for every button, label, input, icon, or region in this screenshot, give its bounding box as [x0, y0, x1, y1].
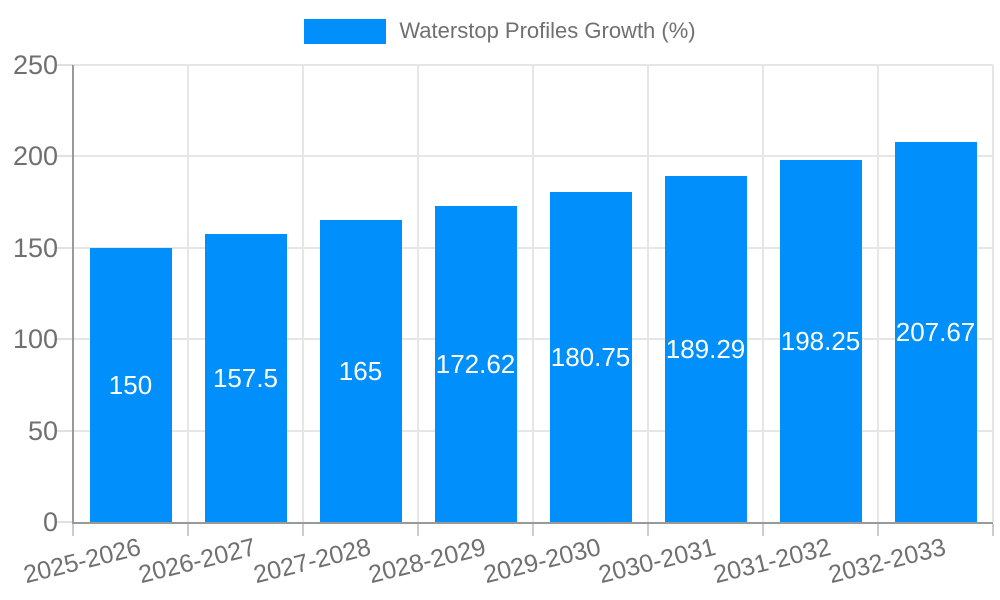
y-tick — [57, 521, 73, 523]
bar[interactable]: 198.25 — [779, 159, 862, 522]
y-tick-label: 150 — [12, 232, 58, 263]
v-gridline — [762, 65, 764, 522]
bar[interactable]: 172.62 — [434, 206, 517, 522]
x-tick — [647, 524, 649, 536]
bar-value-label: 172.62 — [435, 349, 516, 380]
bar[interactable]: 165 — [319, 220, 402, 522]
v-gridline — [532, 65, 534, 522]
bar-value-label: 157.5 — [212, 363, 279, 394]
bar-value-label: 150 — [108, 369, 153, 400]
y-tick — [57, 64, 73, 66]
v-gridline — [877, 65, 879, 522]
y-tick-label: 200 — [12, 141, 58, 172]
legend-label: Waterstop Profiles Growth (%) — [399, 18, 696, 43]
x-tick — [762, 524, 764, 536]
y-tick — [57, 246, 73, 249]
bar[interactable]: 180.75 — [549, 191, 632, 522]
y-tick — [57, 338, 73, 341]
bar[interactable]: 207.67 — [894, 142, 977, 522]
x-tick — [877, 524, 879, 536]
x-tick — [302, 524, 304, 536]
y-tick — [57, 155, 73, 158]
v-gridline — [417, 65, 419, 522]
y-tick-label: 250 — [12, 50, 58, 80]
plot-area: 150 157.5 165 172.62 180.75 189.29 198.25 207.6… — [57, 64, 994, 523]
y-tick-label: 0 — [42, 507, 58, 537]
bar-value-label: 165 — [338, 356, 383, 387]
y-tick-label: 100 — [12, 324, 58, 355]
y-tick — [57, 429, 73, 432]
bar-value-label: 198.25 — [780, 325, 861, 356]
x-tick — [187, 524, 189, 536]
v-gridline — [302, 65, 304, 522]
x-tick — [417, 524, 419, 536]
bar[interactable]: 150 — [89, 247, 172, 522]
legend-item[interactable]: Waterstop Profiles Growth (%) — [0, 18, 1000, 44]
v-gridline — [992, 65, 994, 522]
v-gridline — [647, 65, 649, 522]
legend-swatch — [304, 18, 387, 44]
v-gridline — [187, 65, 189, 522]
bar-value-label: 207.67 — [895, 317, 976, 348]
x-tick — [992, 524, 994, 536]
bar-value-label: 180.75 — [550, 341, 631, 372]
x-axis-line — [72, 522, 993, 524]
x-tick — [72, 524, 74, 536]
bar-value-label: 189.29 — [665, 333, 746, 364]
y-tick-label: 50 — [27, 415, 58, 446]
bar[interactable]: 157.5 — [204, 234, 287, 522]
bar[interactable]: 189.29 — [664, 175, 747, 522]
y-axis-line — [72, 65, 74, 524]
x-tick — [532, 524, 534, 536]
